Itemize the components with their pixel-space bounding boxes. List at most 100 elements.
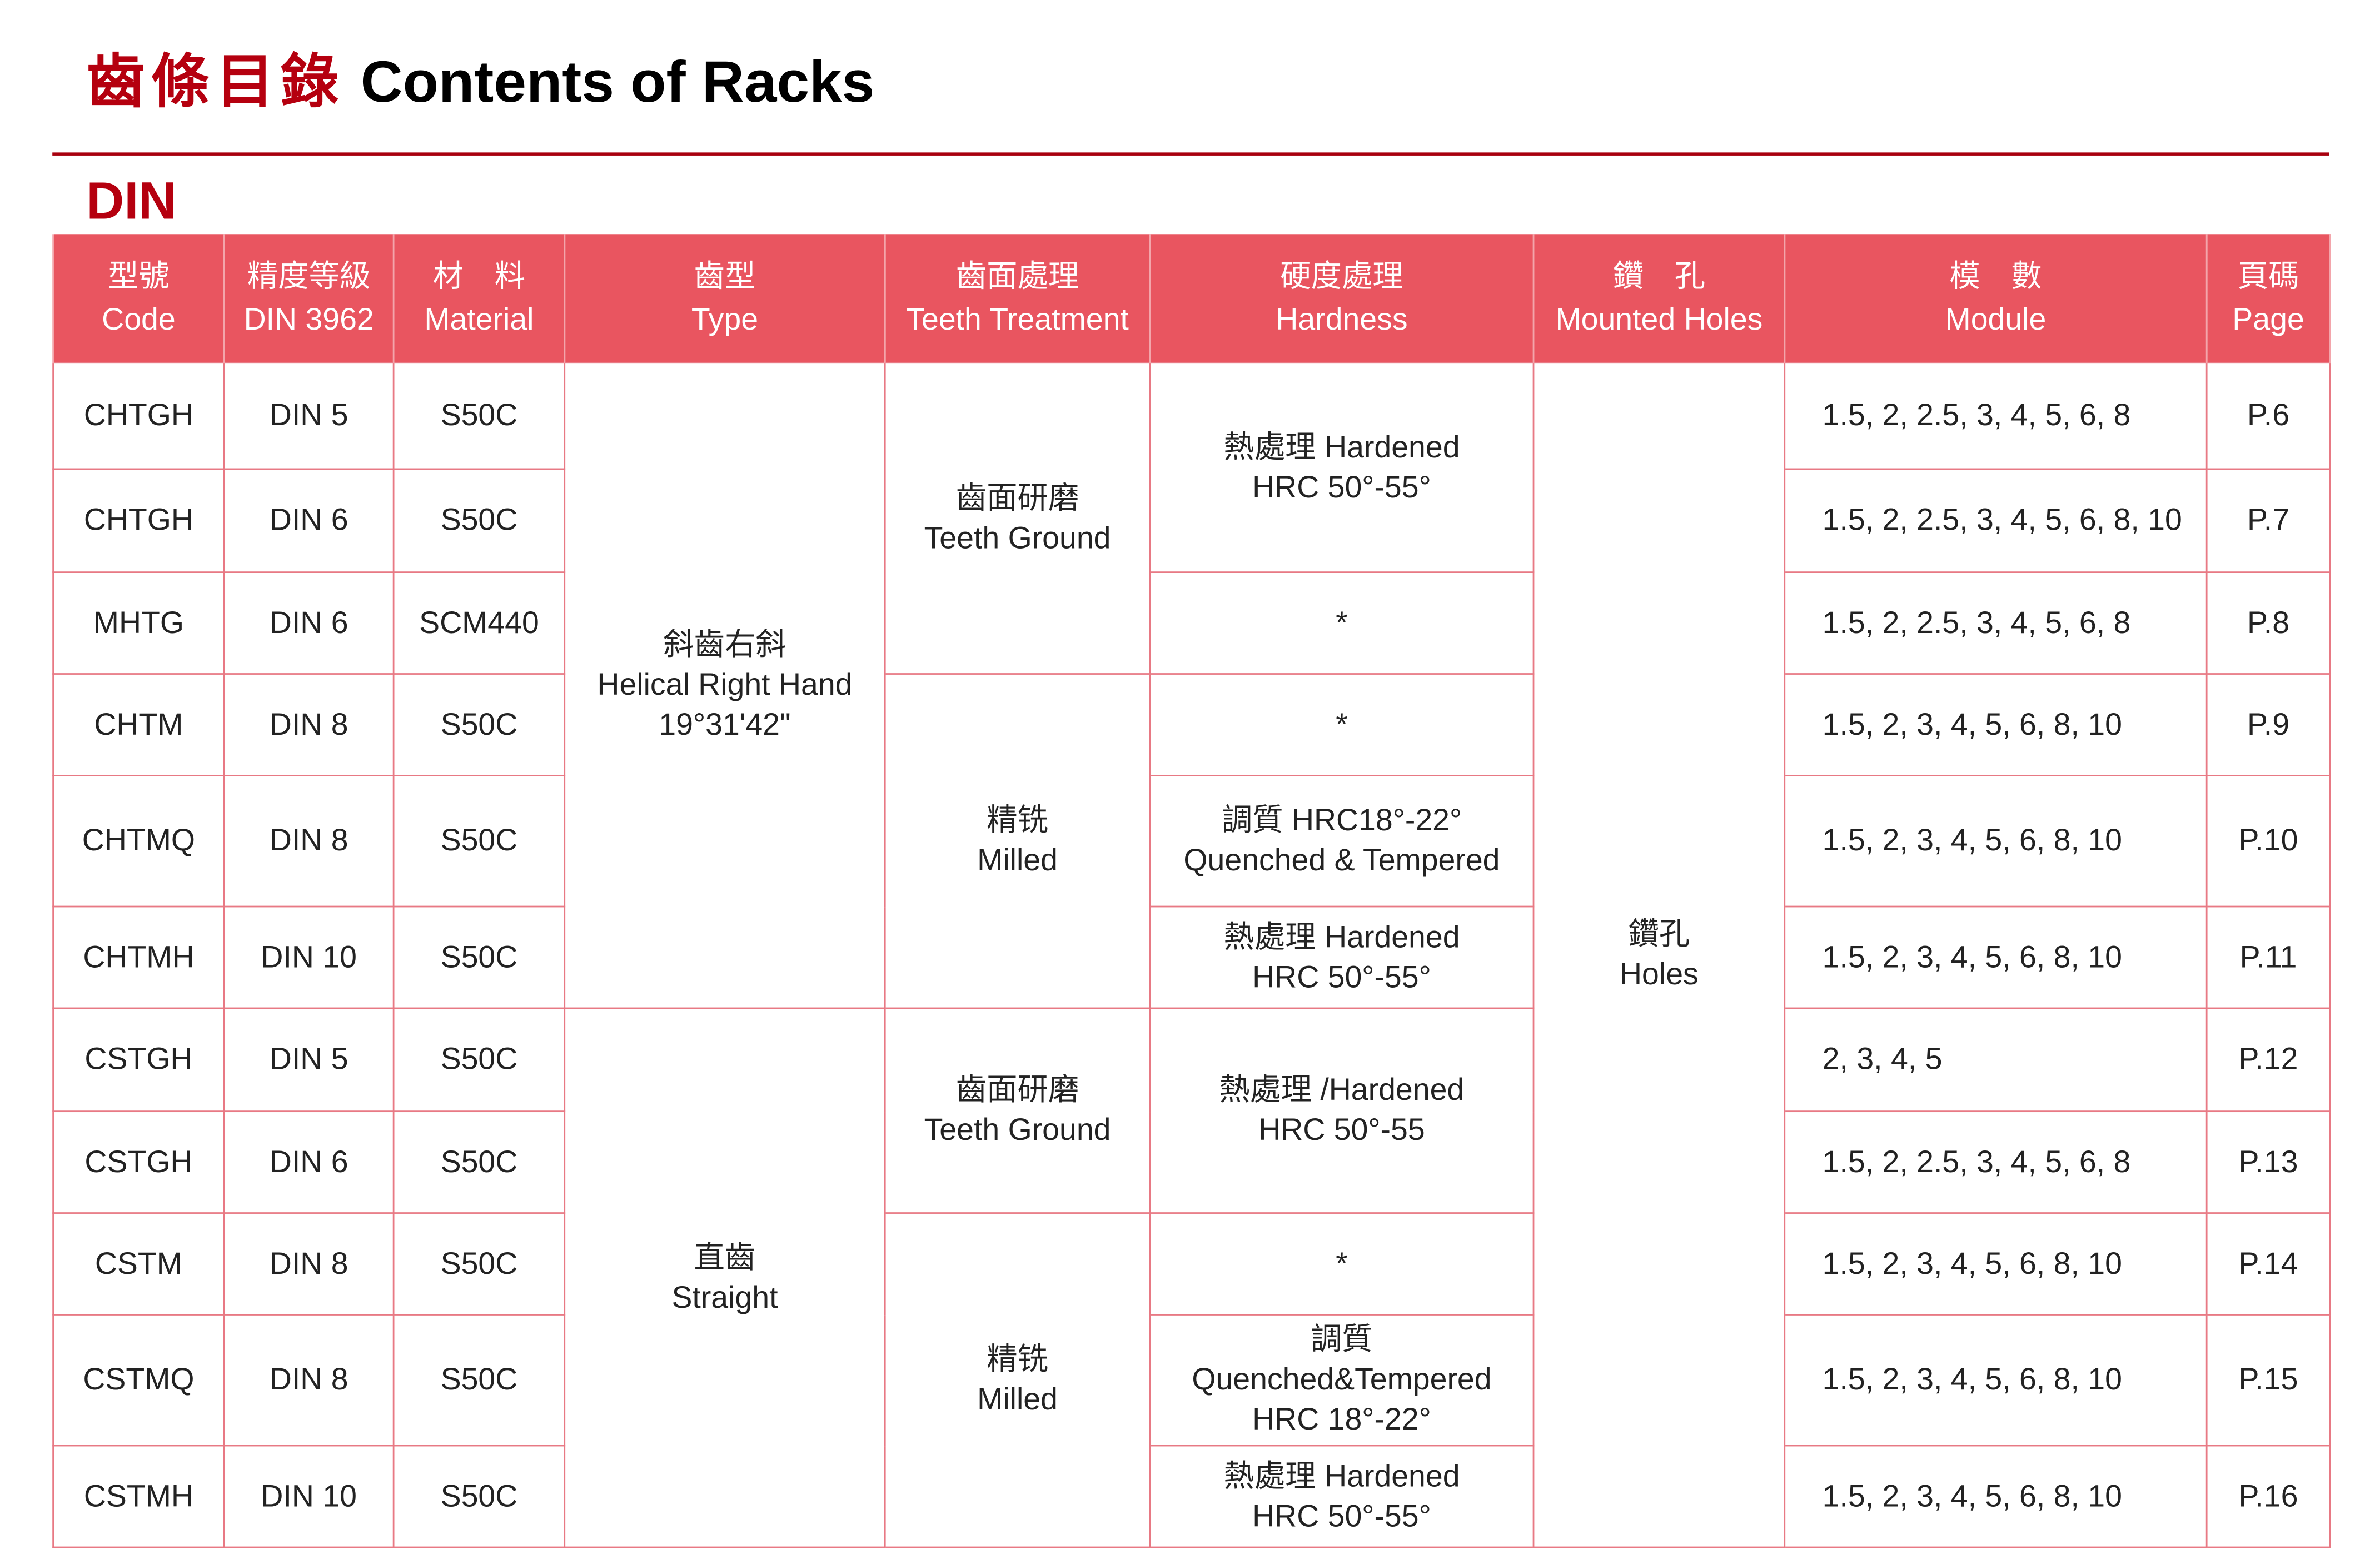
hardness-cell: 熱處理 Hardened HRC 50°-55° [1149,1445,1535,1548]
module-cell: 1.5, 2, 2.5, 3, 4, 5, 6, 8 [1784,362,2208,470]
module: 1.5, 2, 3, 4, 5, 6, 8, 10 [1822,1363,2123,1397]
din-grade: DIN 8 [269,1363,348,1397]
material-cell: S50C [392,775,566,908]
code: CHTMH [83,940,195,974]
din-cell: DIN 8 [223,1212,395,1316]
din-grade: DIN 6 [269,606,348,640]
page: P.15 [2238,1363,2298,1397]
hardness-line: HRC 50°-55° [1252,470,1431,505]
page-cell: P.14 [2205,1212,2331,1316]
code-cell: CSTMQ [52,1314,225,1447]
page: P.11 [2239,940,2297,974]
page: P.16 [2238,1480,2298,1513]
material: S50C [440,1247,518,1281]
type-zh: 斜齒右斜 [663,628,786,663]
module-cell: 2, 3, 4, 5 [1784,1007,2208,1113]
din-grade: DIN 5 [269,1043,348,1077]
material-cell: S50C [392,1445,566,1548]
treatment-en: Teeth Ground [924,1113,1111,1148]
code-cell: CSTMH [52,1445,225,1548]
table-row: CHTGH DIN 5 S50C 斜齒右斜 Helical Right Hand 19°3… [52,362,2331,1548]
module: 1.5, 2, 3, 4, 5, 6, 8, 10 [1822,708,2123,742]
din-grade: DIN 8 [269,708,348,742]
hardness-cell: 調質 HRC18°-22° Quenched & Tempered [1149,775,1535,908]
table-row: CSTM DIN 8 S50C 精铣 Milled * 1.5, 2, 3, 4, 5, 6… [52,1212,2331,1548]
header-en: Hardness [1276,302,1408,337]
type-en: Helical Right Hand [597,668,853,703]
table-row: CSTMQ DIN 8 S50C 調質 Quenched&Tempered HRC 18°… [52,1314,2331,1447]
title-zh: 齒條目錄 [86,51,345,116]
header-en: Teeth Treatment [906,302,1129,337]
din-grade: DIN 6 [269,1145,348,1179]
din-cell: DIN 6 [223,1110,395,1214]
din-grade: DIN 10 [261,1480,357,1513]
din-grade: DIN 6 [269,504,348,538]
column-header: 頁碼 Page [2205,234,2331,363]
header-zh: 頁碼 [2237,259,2299,293]
hardness-line: HRC 50°-55 [1258,1113,1425,1148]
page-title: 齒條目錄 Contents of Racks [86,34,874,118]
page: P.13 [2238,1145,2298,1179]
material-cell: S50C [392,1110,566,1214]
page: P.10 [2238,824,2298,858]
din-cell: DIN 6 [223,571,395,675]
code-cell: CSTGH [52,1110,225,1214]
type-angle: 19°31'42" [659,708,791,743]
hardness-cell: 熱處理 Hardened HRC 50°-55° [1149,362,1535,573]
type-en: Straight [671,1281,778,1315]
material: SCM440 [419,606,539,640]
hardness-cell: 熱處理 Hardened HRC 50°-55° [1149,905,1535,1009]
din-cell: DIN 6 [223,468,395,573]
module-cell: 1.5, 2, 3, 4, 5, 6, 8, 10 [1784,1314,2208,1447]
page-cell: P.9 [2205,673,2331,776]
page: P.8 [2247,606,2290,640]
column-header: 材 料 Material [392,234,566,363]
page-cell: P.15 [2205,1314,2331,1447]
code: CSTM [94,1247,182,1281]
module-cell: 1.5, 2, 2.5, 3, 4, 5, 6, 8 [1784,1110,2208,1214]
code: CSTGH [84,1043,193,1077]
header-en: Mounted Holes [1555,302,1763,337]
hardness-line: 熱處理 Hardened [1223,920,1460,954]
code: CSTGH [84,1145,193,1179]
code-cell: CHTGH [52,362,225,470]
page: P.6 [2247,399,2290,433]
hardness-line: * [1336,1247,1348,1281]
page: P.9 [2247,708,2290,742]
header-zh: 型號 [108,259,170,293]
column-header: 齒面處理 Teeth Treatment [884,234,1151,363]
type-zh: 直齒 [694,1241,756,1275]
din-cell: DIN 5 [223,1007,395,1113]
hardness-cell: * [1149,571,1535,675]
treatment-zh: 精铣 [987,1343,1049,1377]
material: S50C [440,940,518,974]
din-cell: DIN 8 [223,673,395,776]
code-cell: CSTM [52,1212,225,1316]
racks-table: 型號 Code 精度等級 DIN 3962 材 料 Material 齒型 Type 齒面處理 T… [52,234,2331,1548]
column-header: 精度等級 DIN 3962 [223,234,395,363]
header-zh: 齒型 [694,259,756,293]
material-cell: SCM440 [392,571,566,675]
header-en: Page [2232,302,2304,337]
treatment-zh: 齒面研磨 [955,481,1079,516]
holes-cell: 鑽孔 Holes [1532,362,1786,1548]
module-cell: 1.5, 2, 2.5, 3, 4, 5, 6, 8, 10 [1784,468,2208,573]
page-cell: P.13 [2205,1110,2331,1214]
header-en: Module [1945,302,2047,337]
type-cell: 斜齒右斜 Helical Right Hand 19°31'42" [564,362,886,1009]
code-cell: CHTM [52,673,225,776]
table-row: CSTGH DIN 6 S50C 1.5, 2, 2.5, 3, 4, 5, 6, 8… [52,1110,2331,1214]
material-cell: S50C [392,468,566,573]
header-zh: 精度等級 [247,259,371,293]
code-cell: CHTMH [52,905,225,1009]
hardness-line: 熱處理 /Hardened [1219,1073,1465,1108]
table-row: CHTMH DIN 10 S50C 熱處理 Hardened HRC 50°-55° 1.… [52,905,2331,1009]
code: MHTG [93,606,185,640]
page: P.7 [2247,504,2290,538]
module: 1.5, 2, 3, 4, 5, 6, 8, 10 [1822,940,2123,974]
hardness-line: HRC 50°-55° [1252,1500,1431,1534]
hardness-cell: * [1149,1212,1535,1316]
code: CSTMQ [83,1363,195,1397]
title-en: Contents of Racks [360,51,875,116]
